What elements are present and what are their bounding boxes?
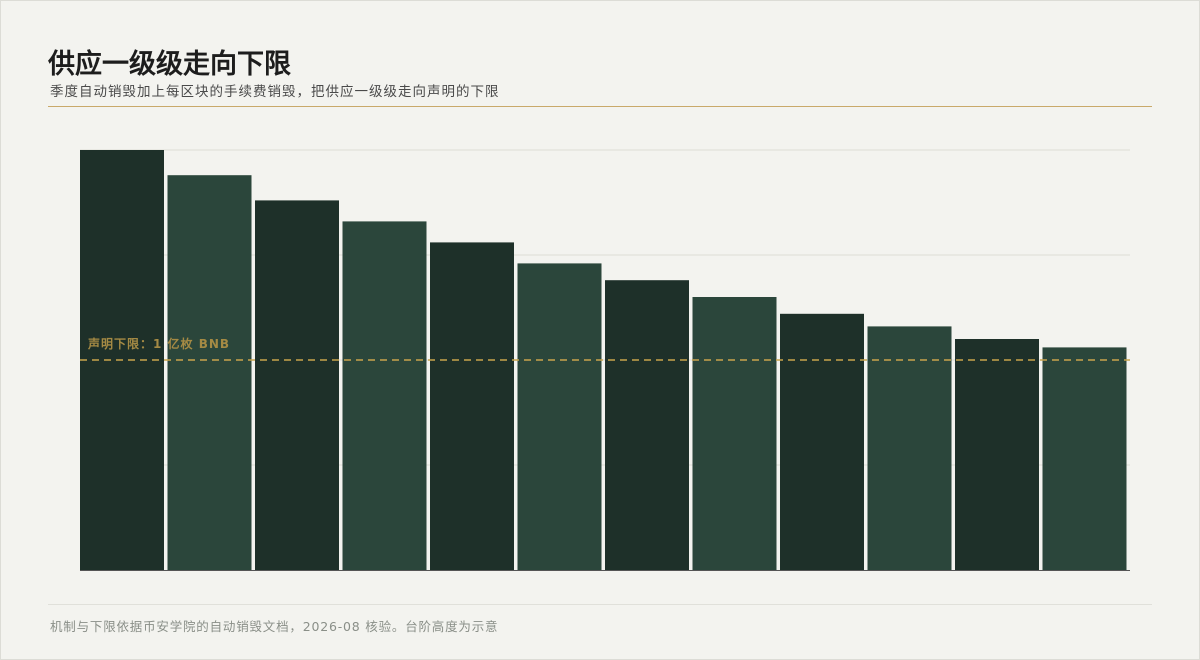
- bar-step-7: [605, 280, 689, 570]
- bar-step-6: [517, 263, 602, 570]
- bar-step-4: [342, 221, 427, 570]
- reference-line-group: 声明下限：1 亿枚 BNB: [80, 336, 1130, 361]
- header-divider: [48, 106, 1152, 107]
- page-title: 供应一级级走向下限: [48, 49, 291, 80]
- bar-step-8: [692, 297, 777, 570]
- source-footnote: 机制与下限依据币安学院的自动销毁文档，2026-08 核验。台阶高度为示意: [50, 619, 499, 634]
- page-subtitle: 季度自动销毁加上每区块的手续费销毁，把供应一级级走向声明的下限: [50, 84, 500, 100]
- bar-step-5: [430, 242, 514, 570]
- footer-divider: [48, 604, 1152, 605]
- bar-step-12: [1042, 347, 1127, 570]
- bar-step-10: [867, 326, 952, 570]
- bar-step-3: [255, 200, 339, 570]
- bar-step-9: [780, 313, 864, 570]
- bar-step-2: [167, 175, 252, 570]
- bar-step-11: [955, 339, 1039, 570]
- floor-reference-label: 声明下限：1 亿枚 BNB: [87, 336, 230, 351]
